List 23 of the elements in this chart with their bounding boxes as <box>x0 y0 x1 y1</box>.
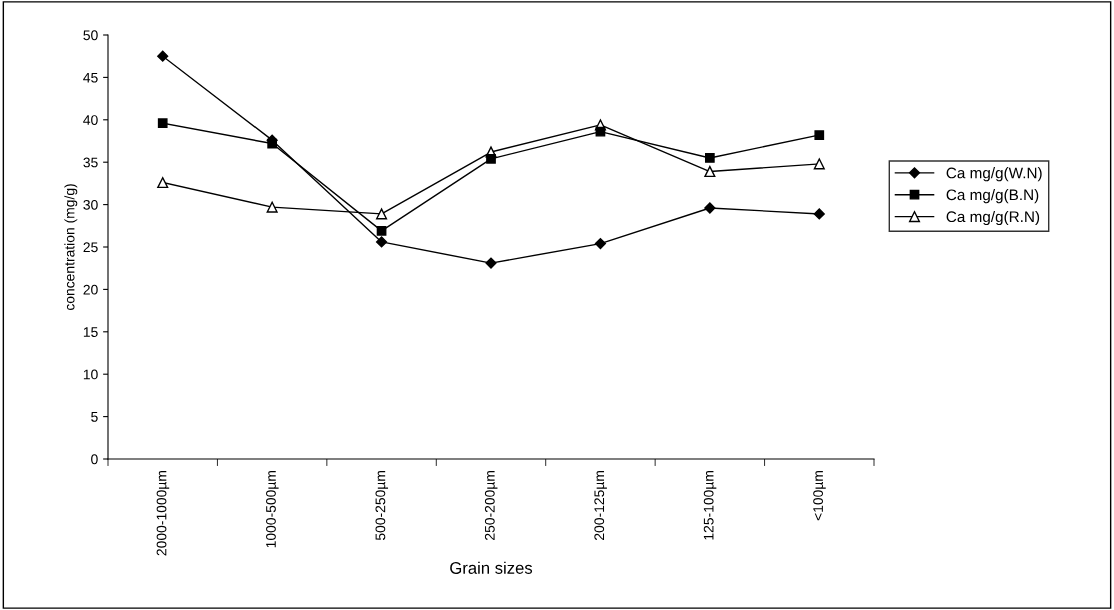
y-tick-label: 45 <box>83 72 98 83</box>
y-axis-title: concentration (mg/g) <box>64 184 78 311</box>
y-tick-label: 35 <box>83 157 98 168</box>
y-tick-label: 20 <box>83 284 98 295</box>
y-tick-label: 30 <box>83 199 98 210</box>
y-tick-label: 15 <box>83 327 98 337</box>
y-tick-label: 25 <box>83 242 98 253</box>
x-tick-label: 1000-500µm <box>266 471 279 548</box>
x-tick-label: 125-100µm <box>703 471 717 540</box>
x-tick-label: 200-125µm <box>594 471 607 540</box>
y-tick-label: 5 <box>91 412 98 422</box>
x-tick-label: 250-200µm <box>484 471 498 540</box>
x-tick-label: 500-250µm <box>375 471 389 541</box>
y-tick-label: 50 <box>83 30 98 41</box>
legend-label: Ca mg/g(W.N) <box>946 167 1042 182</box>
y-tick-label: 10 <box>83 369 98 380</box>
legend-label: Ca mg/g(R.N) <box>946 210 1040 226</box>
y-tick-label: 40 <box>83 115 98 125</box>
y-tick-label: 0 <box>91 454 98 465</box>
legend-label: Ca mg/g(B.N) <box>946 189 1039 204</box>
x-axis-title: Grain sizes <box>450 561 533 574</box>
x-tick-label: <100µm <box>813 471 826 521</box>
x-tick-label: 2000-1000µm <box>156 471 170 556</box>
